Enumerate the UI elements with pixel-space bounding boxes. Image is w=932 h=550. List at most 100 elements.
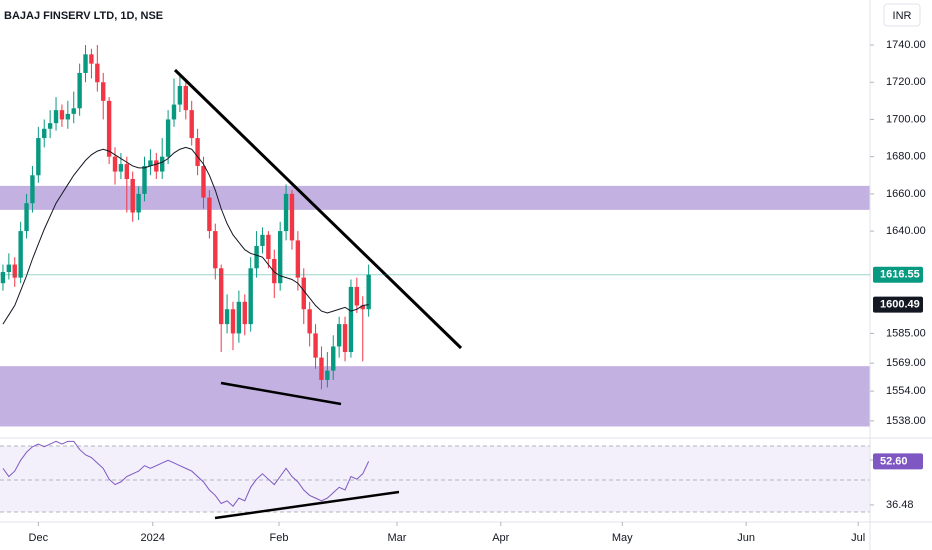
- candle-body: [336, 324, 342, 347]
- trendline: [220, 381, 342, 406]
- x-tick-label: Feb: [270, 532, 289, 544]
- x-tick-label: Jun: [737, 532, 755, 544]
- candle-body: [6, 264, 12, 273]
- candle-body: [189, 110, 194, 139]
- rsi-label: 52.60: [880, 455, 908, 467]
- candle-body: [124, 164, 130, 179]
- candle-body: [230, 309, 236, 334]
- candle-body: [148, 160, 153, 166]
- candle-body: [77, 72, 82, 109]
- y-tick-label: 1554.00: [886, 385, 926, 397]
- x-tick-label: Dec: [29, 532, 49, 544]
- candle-body: [154, 160, 159, 172]
- candle-body: [0, 272, 6, 284]
- candle-body: [89, 54, 94, 64]
- candle-body: [283, 193, 289, 232]
- moving-average: [2, 146, 369, 325]
- candle-body: [289, 193, 295, 241]
- candle-body: [366, 274, 371, 310]
- candle-body: [118, 164, 124, 172]
- last-price-label: 1616.55: [880, 269, 920, 281]
- chart-title: BAJAJ FINSERV LTD, 1D, NSE: [4, 10, 163, 22]
- candle-body: [272, 259, 277, 284]
- x-tick-label: Mar: [387, 532, 406, 544]
- candle-body: [242, 301, 247, 325]
- candle-body: [236, 301, 242, 334]
- rsi-band: [0, 446, 870, 512]
- candle-body: [130, 178, 135, 213]
- candle-body: [313, 333, 318, 358]
- candle-body: [266, 234, 271, 260]
- candle-body: [295, 240, 301, 278]
- candle-body: [277, 231, 283, 284]
- y-tick-label: 1569.00: [886, 357, 926, 369]
- currency[interactable]: INR: [893, 10, 912, 22]
- candle-body: [53, 110, 59, 124]
- candle-body: [331, 346, 336, 371]
- candle-body: [18, 231, 23, 278]
- currency-box[interactable]: [883, 3, 921, 27]
- last-price-label-box: [873, 266, 923, 283]
- candle-body: [106, 100, 112, 157]
- trendline: [173, 68, 463, 350]
- zone: [0, 185, 870, 210]
- x-tick-label: May: [612, 532, 633, 544]
- candle-body: [342, 324, 348, 353]
- ma-label: 1600.49: [880, 299, 920, 311]
- candle-body: [95, 63, 100, 83]
- candle-body: [213, 231, 218, 269]
- candle-body: [30, 175, 35, 204]
- candle-body: [71, 108, 76, 114]
- candle-body: [319, 357, 324, 380]
- candle-body: [59, 110, 65, 120]
- candle-body: [254, 245, 259, 269]
- candle-body: [165, 119, 171, 157]
- candle-body: [354, 286, 360, 306]
- x-tick-label: Apr: [492, 532, 509, 544]
- candle-body: [83, 54, 88, 73]
- y-tick-label: 1740.00: [886, 39, 926, 51]
- rsi-tick-label: 36.48: [886, 499, 914, 511]
- y-tick-label: 1538.00: [886, 415, 926, 427]
- candle-body: [142, 165, 147, 194]
- candle-body: [36, 138, 41, 176]
- y-tick-label: 1680.00: [886, 151, 926, 163]
- rsi-label-box: [873, 453, 923, 470]
- candle-body: [248, 268, 253, 325]
- candle-body: [42, 128, 47, 139]
- candle-body: [112, 156, 118, 172]
- ma-label-box: [873, 296, 923, 313]
- x-tick-label: 2024: [141, 532, 165, 544]
- candle-body: [65, 113, 71, 120]
- trendline: [214, 490, 400, 520]
- candle-body: [218, 268, 224, 325]
- candle-body: [301, 277, 306, 310]
- y-tick-label: 1700.00: [886, 113, 926, 125]
- candle-body: [260, 234, 265, 246]
- y-tick-label: 1640.00: [886, 225, 926, 237]
- candle-body: [207, 197, 212, 232]
- candle-body: [101, 82, 106, 101]
- candle-body: [24, 203, 29, 232]
- candle-body: [325, 370, 330, 380]
- y-tick-label: 1660.00: [886, 188, 926, 200]
- x-tick-label: Jul: [851, 532, 865, 544]
- y-tick-label: 1585.00: [886, 327, 926, 339]
- rsi-line: [2, 440, 370, 507]
- candle-body: [12, 264, 17, 278]
- candle-body: [47, 123, 53, 129]
- candle-body: [224, 309, 230, 325]
- y-tick-label: 1720.00: [886, 76, 926, 88]
- candle-body: [171, 104, 177, 120]
- candle-body: [177, 85, 183, 105]
- candle-body: [183, 85, 188, 111]
- candle-body: [348, 286, 354, 353]
- zone: [0, 366, 870, 427]
- candle-body: [160, 156, 165, 172]
- candle-body: [307, 309, 312, 334]
- candle-body: [136, 193, 141, 213]
- candle-body: [195, 138, 200, 166]
- candle-body: [360, 305, 365, 310]
